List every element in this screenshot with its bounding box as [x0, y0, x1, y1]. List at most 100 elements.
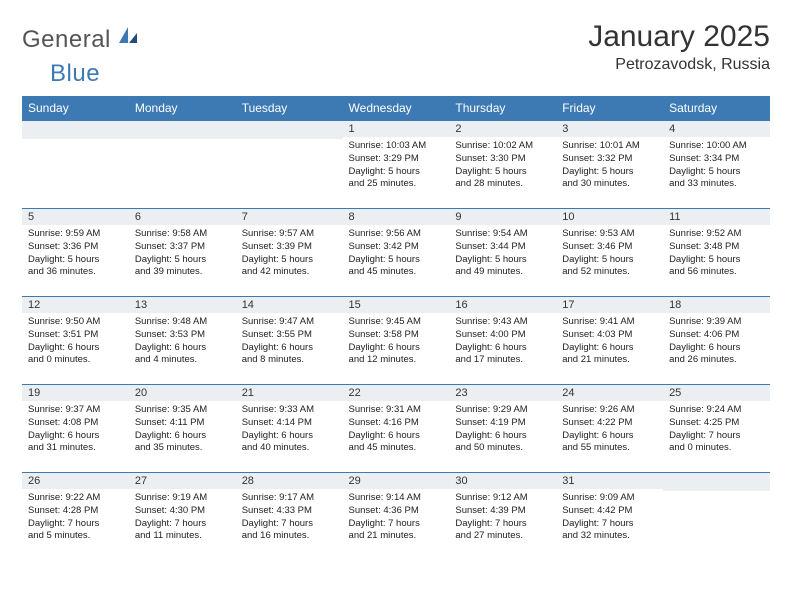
empty-cell — [129, 121, 236, 209]
day-cell: 12Sunrise: 9:50 AMSunset: 3:51 PMDayligh… — [22, 297, 129, 385]
day-body: Sunrise: 9:19 AMSunset: 4:30 PMDaylight:… — [129, 489, 236, 547]
day-body: Sunrise: 9:39 AMSunset: 4:06 PMDaylight:… — [663, 313, 770, 371]
day-cell: 19Sunrise: 9:37 AMSunset: 4:08 PMDayligh… — [22, 385, 129, 473]
sunrise-text: Sunrise: 10:03 AM — [349, 140, 444, 153]
sunrise-text: Sunrise: 9:29 AM — [455, 404, 550, 417]
daylight-text: Daylight: 7 hours — [135, 518, 230, 531]
day-cell: 24Sunrise: 9:26 AMSunset: 4:22 PMDayligh… — [556, 385, 663, 473]
page-title: January 2025 — [588, 20, 770, 54]
sunrise-text: Sunrise: 9:33 AM — [242, 404, 337, 417]
sunrise-text: Sunrise: 9:47 AM — [242, 316, 337, 329]
daynum-row — [236, 121, 343, 139]
day-cell: 4Sunrise: 10:00 AMSunset: 3:34 PMDayligh… — [663, 121, 770, 209]
daylight-text: Daylight: 5 hours — [28, 254, 123, 267]
sunrise-text: Sunrise: 10:02 AM — [455, 140, 550, 153]
sunrise-text: Sunrise: 9:50 AM — [28, 316, 123, 329]
daylight-text-2: and 49 minutes. — [455, 266, 550, 279]
day-body — [22, 139, 129, 146]
sunset-text: Sunset: 3:48 PM — [669, 241, 764, 254]
sunset-text: Sunset: 4:42 PM — [562, 505, 657, 518]
day-cell: 29Sunrise: 9:14 AMSunset: 4:36 PMDayligh… — [343, 473, 450, 561]
day-cell: 2Sunrise: 10:02 AMSunset: 3:30 PMDayligh… — [449, 121, 556, 209]
sunset-text: Sunset: 3:32 PM — [562, 153, 657, 166]
day-body: Sunrise: 10:03 AMSunset: 3:29 PMDaylight… — [343, 137, 450, 195]
day-body: Sunrise: 10:00 AMSunset: 3:34 PMDaylight… — [663, 137, 770, 195]
day-body: Sunrise: 9:48 AMSunset: 3:53 PMDaylight:… — [129, 313, 236, 371]
logo: General — [22, 20, 141, 54]
sunset-text: Sunset: 3:55 PM — [242, 329, 337, 342]
day-body — [663, 491, 770, 498]
sunrise-text: Sunrise: 9:35 AM — [135, 404, 230, 417]
day-cell: 27Sunrise: 9:19 AMSunset: 4:30 PMDayligh… — [129, 473, 236, 561]
day-number: 22 — [343, 385, 450, 401]
sunrise-text: Sunrise: 9:31 AM — [349, 404, 444, 417]
calendar-row: 1Sunrise: 10:03 AMSunset: 3:29 PMDayligh… — [22, 121, 770, 209]
day-number: 11 — [663, 209, 770, 225]
day-body: Sunrise: 9:53 AMSunset: 3:46 PMDaylight:… — [556, 225, 663, 283]
day-cell: 18Sunrise: 9:39 AMSunset: 4:06 PMDayligh… — [663, 297, 770, 385]
sunset-text: Sunset: 3:51 PM — [28, 329, 123, 342]
daylight-text: Daylight: 6 hours — [669, 342, 764, 355]
daylight-text: Daylight: 5 hours — [669, 166, 764, 179]
empty-cell — [22, 121, 129, 209]
daylight-text: Daylight: 7 hours — [242, 518, 337, 531]
day-cell: 14Sunrise: 9:47 AMSunset: 3:55 PMDayligh… — [236, 297, 343, 385]
daylight-text: Daylight: 5 hours — [242, 254, 337, 267]
sunrise-text: Sunrise: 9:48 AM — [135, 316, 230, 329]
daylight-text-2: and 26 minutes. — [669, 354, 764, 367]
logo-text-general: General — [22, 26, 111, 54]
daylight-text-2: and 40 minutes. — [242, 442, 337, 455]
calendar-row: 12Sunrise: 9:50 AMSunset: 3:51 PMDayligh… — [22, 297, 770, 385]
sunset-text: Sunset: 3:36 PM — [28, 241, 123, 254]
sunset-text: Sunset: 4:39 PM — [455, 505, 550, 518]
day-body: Sunrise: 9:47 AMSunset: 3:55 PMDaylight:… — [236, 313, 343, 371]
daylight-text: Daylight: 6 hours — [28, 430, 123, 443]
daylight-text: Daylight: 7 hours — [349, 518, 444, 531]
daylight-text: Daylight: 6 hours — [562, 430, 657, 443]
day-body: Sunrise: 9:41 AMSunset: 4:03 PMDaylight:… — [556, 313, 663, 371]
daylight-text-2: and 35 minutes. — [135, 442, 230, 455]
daylight-text: Daylight: 5 hours — [562, 166, 657, 179]
day-number: 21 — [236, 385, 343, 401]
daylight-text-2: and 27 minutes. — [455, 530, 550, 543]
sunset-text: Sunset: 3:30 PM — [455, 153, 550, 166]
weekday-row: SundayMondayTuesdayWednesdayThursdayFrid… — [22, 96, 770, 121]
day-cell: 28Sunrise: 9:17 AMSunset: 4:33 PMDayligh… — [236, 473, 343, 561]
daylight-text-2: and 28 minutes. — [455, 178, 550, 191]
daylight-text-2: and 39 minutes. — [135, 266, 230, 279]
daynum-row — [22, 121, 129, 139]
day-number: 2 — [449, 121, 556, 137]
day-number: 25 — [663, 385, 770, 401]
day-number: 5 — [22, 209, 129, 225]
day-body: Sunrise: 9:59 AMSunset: 3:36 PMDaylight:… — [22, 225, 129, 283]
daylight-text-2: and 21 minutes. — [349, 530, 444, 543]
daylight-text: Daylight: 7 hours — [28, 518, 123, 531]
empty-cell — [236, 121, 343, 209]
day-cell: 25Sunrise: 9:24 AMSunset: 4:25 PMDayligh… — [663, 385, 770, 473]
day-body — [236, 139, 343, 146]
day-cell: 9Sunrise: 9:54 AMSunset: 3:44 PMDaylight… — [449, 209, 556, 297]
day-body: Sunrise: 9:37 AMSunset: 4:08 PMDaylight:… — [22, 401, 129, 459]
sunrise-text: Sunrise: 9:22 AM — [28, 492, 123, 505]
daylight-text: Daylight: 7 hours — [562, 518, 657, 531]
day-cell: 8Sunrise: 9:56 AMSunset: 3:42 PMDaylight… — [343, 209, 450, 297]
sunset-text: Sunset: 4:25 PM — [669, 417, 764, 430]
calendar-body: 1Sunrise: 10:03 AMSunset: 3:29 PMDayligh… — [22, 121, 770, 561]
title-block: January 2025 Petrozavodsk, Russia — [588, 20, 770, 74]
weekday-header: Thursday — [449, 96, 556, 121]
day-body: Sunrise: 9:17 AMSunset: 4:33 PMDaylight:… — [236, 489, 343, 547]
sunrise-text: Sunrise: 9:26 AM — [562, 404, 657, 417]
sunrise-text: Sunrise: 9:57 AM — [242, 228, 337, 241]
day-body: Sunrise: 10:01 AMSunset: 3:32 PMDaylight… — [556, 137, 663, 195]
daylight-text: Daylight: 5 hours — [349, 254, 444, 267]
day-number: 29 — [343, 473, 450, 489]
sunset-text: Sunset: 4:19 PM — [455, 417, 550, 430]
daylight-text-2: and 16 minutes. — [242, 530, 337, 543]
empty-cell — [663, 473, 770, 561]
sunrise-text: Sunrise: 9:43 AM — [455, 316, 550, 329]
daylight-text-2: and 11 minutes. — [135, 530, 230, 543]
sunset-text: Sunset: 4:22 PM — [562, 417, 657, 430]
day-number: 31 — [556, 473, 663, 489]
day-cell: 6Sunrise: 9:58 AMSunset: 3:37 PMDaylight… — [129, 209, 236, 297]
daylight-text-2: and 17 minutes. — [455, 354, 550, 367]
